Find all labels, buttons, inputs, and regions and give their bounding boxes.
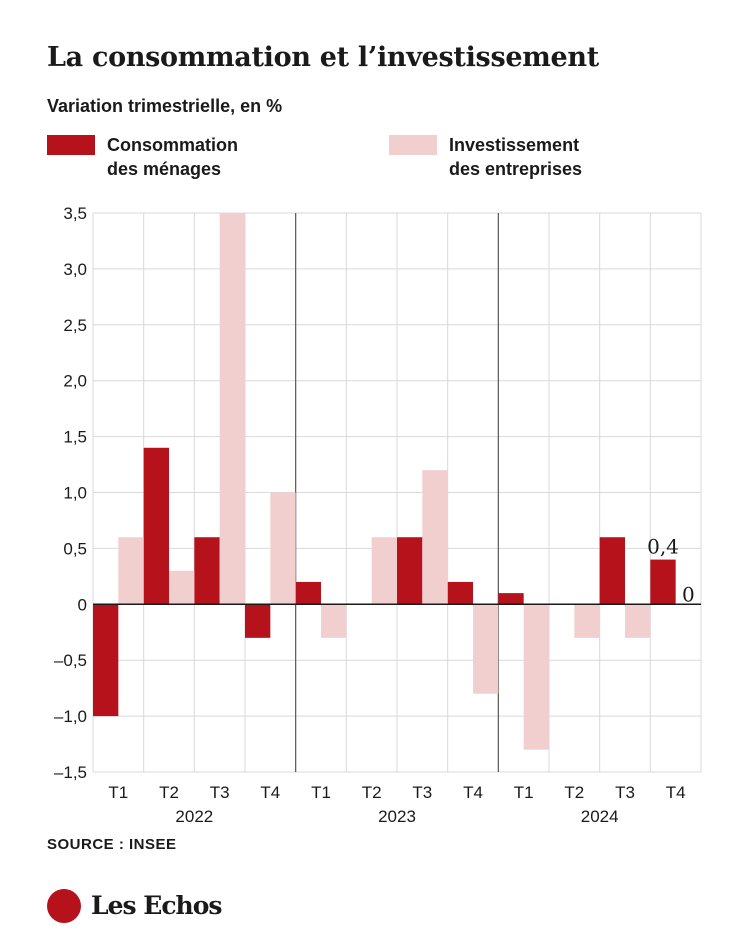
x-tick-label: T4 <box>666 783 686 802</box>
legend-investment-line2: des entreprises <box>449 159 583 179</box>
y-tick-label: 1,0 <box>63 484 87 503</box>
x-tick-label: T1 <box>311 783 331 802</box>
x-tick-label: T2 <box>362 783 382 802</box>
legend-swatch-investment <box>389 135 437 155</box>
bar-chart: –1,5 –1,0 –0,5 0 0,5 1,0 1,5 2,0 2,5 3,0 3,5 T1 T2 T3… <box>54 204 702 826</box>
bar-consumption <box>143 447 169 605</box>
x-tick-label: T4 <box>463 783 483 802</box>
year-group-label: 2024 <box>581 807 619 826</box>
brand-name: Les Echos <box>91 891 222 920</box>
legend-label-investment: Investissement des entreprises <box>449 133 649 181</box>
x-tick-label: T1 <box>514 783 534 802</box>
x-tick-label: T3 <box>412 783 432 802</box>
bar-investment <box>169 570 195 605</box>
bar-investment <box>219 213 245 605</box>
y-tick-label: 2,0 <box>63 372 87 391</box>
bar-investment <box>422 470 448 605</box>
bar-consumption <box>498 593 524 605</box>
x-tick-label: T3 <box>210 783 230 802</box>
bar-investment <box>118 537 144 605</box>
bar-consumption <box>397 537 423 605</box>
bar-consumption <box>295 581 321 605</box>
chart-title: La consommation et l’investissement <box>47 42 599 73</box>
y-tick-label: –1,5 <box>54 763 87 782</box>
x-tick-label: T4 <box>260 783 280 802</box>
y-tick-label: 3,5 <box>63 204 87 223</box>
y-tick-label: 1,5 <box>63 428 87 447</box>
y-tick-label: 2,5 <box>63 316 87 335</box>
bar-consumption <box>194 537 220 605</box>
legend-swatch-consumption <box>47 135 95 155</box>
y-tick-label: 0 <box>78 595 87 614</box>
source-note: SOURCE : INSEE <box>47 836 177 853</box>
data-label: 0 <box>682 582 695 606</box>
x-tick-label: T2 <box>159 783 179 802</box>
bar-investment <box>321 604 347 638</box>
y-tick-label: –0,5 <box>54 651 87 670</box>
bar-investment <box>625 604 651 638</box>
chart-subtitle: Variation trimestrielle, en % <box>47 96 283 116</box>
brand-emblem-icon <box>47 889 81 923</box>
bar-consumption <box>245 604 271 638</box>
year-group-label: 2023 <box>378 807 416 826</box>
y-tick-label: 0,5 <box>63 539 87 558</box>
bar-investment <box>574 604 600 638</box>
y-tick-label: –1,0 <box>54 707 87 726</box>
bar-consumption <box>93 604 119 717</box>
bar-consumption <box>599 537 625 605</box>
legend-investment-line1: Investissement <box>449 135 580 155</box>
year-group-label: 2022 <box>175 807 213 826</box>
y-tick-label: 3,0 <box>63 260 87 279</box>
legend-consumption-line1: Consommation <box>107 135 239 155</box>
legend-label-consumption: Consommation des ménages <box>107 133 307 181</box>
bar-investment <box>473 604 499 694</box>
bar-investment <box>523 604 549 750</box>
bar-consumption <box>650 559 676 605</box>
x-tick-label: T1 <box>108 783 128 802</box>
bar-investment <box>270 492 296 605</box>
bar-consumption <box>447 581 473 605</box>
bar-investment <box>371 537 397 605</box>
x-tick-label: T2 <box>564 783 584 802</box>
x-tick-label: T3 <box>615 783 635 802</box>
data-label: 0,4 <box>647 535 679 559</box>
legend-consumption-line2: des ménages <box>107 159 222 179</box>
